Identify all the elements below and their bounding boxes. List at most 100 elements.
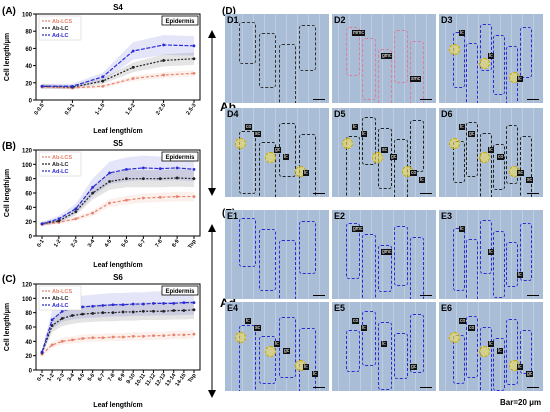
micrograph-e5: co lc gc lc E5	[332, 302, 436, 391]
x-tick-label: 14-15	[175, 373, 188, 388]
data-point	[91, 211, 95, 215]
outlined-cell	[394, 226, 408, 286]
outlined-cell	[362, 38, 376, 100]
epidermis-box	[161, 15, 199, 26]
cell-type-tag: co	[352, 318, 360, 324]
outlined-cell	[299, 134, 316, 197]
outlined-cell	[279, 44, 296, 103]
data-point	[162, 43, 166, 47]
tissue-streak	[319, 302, 320, 391]
cell-type-tag: lc	[497, 348, 503, 354]
legend-label: Ab-LC	[52, 162, 69, 168]
tissue-streak	[297, 210, 298, 299]
cell-type-tag: lc	[517, 272, 523, 278]
micrograph-d1: D1	[225, 14, 329, 103]
tissue-streak	[338, 302, 339, 391]
stomata-marker	[235, 332, 246, 343]
cell-type-tag: co	[410, 170, 418, 176]
tissue-streak	[349, 108, 350, 197]
cell-type-tag: gc	[390, 154, 398, 160]
outlined-cell	[519, 330, 532, 374]
tissue-streak	[445, 14, 446, 103]
outlined-cell	[466, 43, 479, 103]
panel-label-c: (C)	[2, 274, 16, 285]
legend-label: Ad-LC	[52, 303, 69, 309]
series-band-0	[42, 70, 194, 90]
series-band-1	[42, 169, 194, 226]
cell-type-tag: co	[497, 154, 505, 160]
x-tick-label: 7-8	[154, 239, 163, 249]
tissue-streak	[297, 108, 298, 197]
scale-bar	[313, 98, 325, 100]
panel-label-b: (B)	[2, 141, 16, 152]
scale-bar	[527, 386, 539, 388]
y-tick-label: 60	[25, 47, 32, 53]
tissue-streak	[264, 210, 265, 299]
x-tick-label: 2-2.5	[155, 103, 167, 117]
outlined-cell	[394, 333, 408, 379]
tissue-streak	[426, 108, 427, 197]
series-band-0	[42, 329, 194, 357]
tissue-streak	[456, 108, 457, 197]
cell-type-tag: sc	[526, 177, 533, 183]
legend-label: Ab-LCS	[52, 155, 72, 161]
outlined-cell	[378, 49, 392, 103]
tissue-streak	[242, 108, 243, 197]
outlined-cell	[493, 144, 505, 190]
tissue-streak	[286, 302, 287, 391]
cell-type-tag: gc	[526, 371, 534, 377]
data-point	[152, 309, 155, 313]
x-tick-label: 1.5-2	[125, 103, 137, 117]
data-point	[192, 332, 196, 336]
tissue-streak	[445, 108, 446, 197]
tissue-streak	[500, 14, 501, 103]
outlined-cell	[378, 245, 392, 292]
tissue-streak	[415, 108, 416, 197]
tissue-streak	[511, 14, 512, 103]
series-line-ab-lc	[41, 309, 195, 354]
outlined-cell	[410, 314, 424, 373]
tissue-streak	[360, 14, 361, 103]
data-point	[131, 77, 135, 80]
cell-type-tag: lc	[459, 30, 465, 36]
data-point	[192, 71, 196, 75]
tissue-streak	[308, 210, 309, 299]
tissue-streak	[533, 108, 534, 197]
outlined-cell	[519, 136, 532, 197]
x-tick-label: Top	[187, 372, 198, 384]
series-line-ab-lcs	[41, 333, 195, 355]
cell-type-tag: gc	[468, 131, 476, 137]
stomata-marker	[342, 138, 353, 149]
epidermis-label: Epidermis	[165, 289, 195, 295]
stomata-marker	[449, 44, 460, 55]
tissue-streak	[467, 108, 468, 197]
data-point	[81, 312, 84, 316]
scale-bar	[313, 294, 325, 296]
y-axis-label: Cell length/μm	[4, 169, 11, 217]
legend-label: Ad-LC	[52, 33, 69, 39]
data-point	[50, 324, 54, 327]
tissue-streak	[242, 14, 243, 103]
data-point	[141, 302, 145, 306]
micrograph-label: D6	[441, 109, 453, 119]
data-point	[141, 309, 145, 313]
tissue-streak	[511, 210, 512, 299]
data-point	[125, 198, 128, 202]
data-point	[162, 59, 166, 62]
x-tick-label: 1-1.5	[94, 103, 106, 117]
scale-bar	[313, 192, 325, 194]
cell-type-tag: smc	[410, 76, 422, 82]
series-line-ab-lcs	[41, 195, 194, 226]
outlined-cell	[479, 24, 492, 71]
stomata-marker	[265, 346, 276, 357]
outlined-cell	[346, 136, 360, 197]
tissue-streak	[522, 14, 523, 103]
x-axis-label: Leaf length/cm	[93, 262, 142, 269]
chart-title: S4	[113, 3, 123, 12]
data-point	[74, 210, 78, 214]
micrograph-label: E3	[441, 211, 453, 221]
x-tick-label: 9-10	[126, 373, 137, 385]
outlined-cell	[259, 33, 276, 88]
cell-type-tag: lc	[517, 76, 523, 82]
data-point	[131, 49, 135, 53]
